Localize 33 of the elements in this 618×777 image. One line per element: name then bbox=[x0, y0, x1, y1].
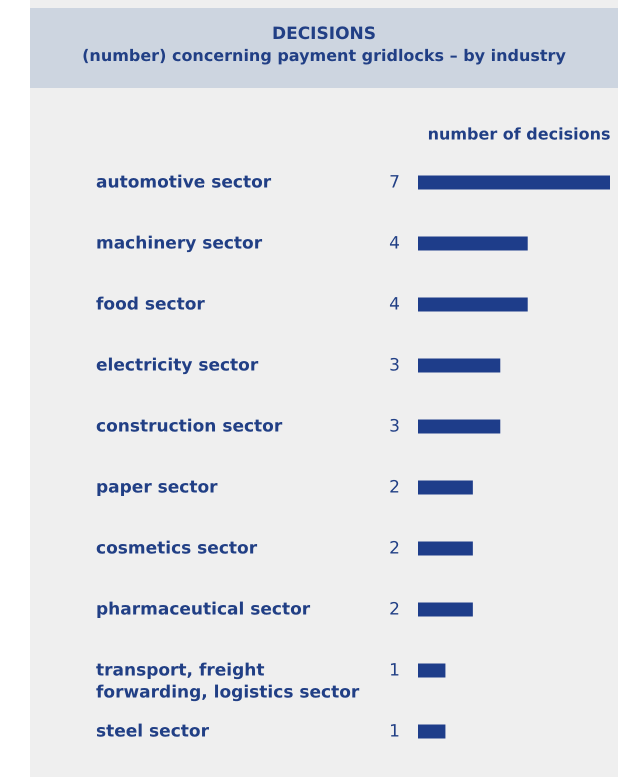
data-label: 4 bbox=[389, 234, 400, 254]
bar bbox=[418, 663, 446, 678]
data-label: 2 bbox=[389, 600, 400, 620]
data-label: 7 bbox=[389, 172, 400, 192]
bar bbox=[418, 297, 528, 312]
bar bbox=[418, 419, 500, 434]
bar bbox=[418, 480, 473, 495]
bar bbox=[418, 724, 446, 739]
y-tick-label: construction sector bbox=[96, 416, 283, 436]
y-tick-label: steel sector bbox=[96, 722, 210, 742]
data-label: 1 bbox=[389, 722, 400, 742]
data-label: 4 bbox=[389, 294, 400, 314]
data-label: 3 bbox=[389, 416, 400, 436]
data-label: 2 bbox=[389, 538, 400, 558]
bar bbox=[418, 541, 473, 556]
y-tick-label: pharmaceutical sector bbox=[96, 600, 311, 620]
bar bbox=[418, 358, 500, 373]
bar bbox=[418, 236, 528, 251]
chart-title: DECISIONS bbox=[270, 24, 378, 44]
data-label: 3 bbox=[389, 356, 400, 376]
x-axis-title: number of decisions bbox=[428, 124, 610, 144]
y-tick-label: automotive sector bbox=[96, 172, 272, 192]
y-tick-label: electricity sector bbox=[96, 356, 259, 376]
data-label: 2 bbox=[389, 478, 400, 498]
y-tick-label: cosmetics sector bbox=[96, 538, 258, 558]
y-tick-label: transport, freight forwarding, logistics sector bbox=[96, 660, 360, 702]
y-tick-label: food sector bbox=[96, 294, 206, 314]
chart-subtitle: (number) concerning payment gridlocks – by industry bbox=[81, 46, 567, 65]
data-label: 1 bbox=[389, 660, 400, 680]
y-tick-label: paper sector bbox=[96, 478, 218, 498]
y-tick-label: machinery sector bbox=[96, 234, 263, 254]
bar bbox=[418, 175, 610, 190]
bar bbox=[418, 602, 473, 617]
